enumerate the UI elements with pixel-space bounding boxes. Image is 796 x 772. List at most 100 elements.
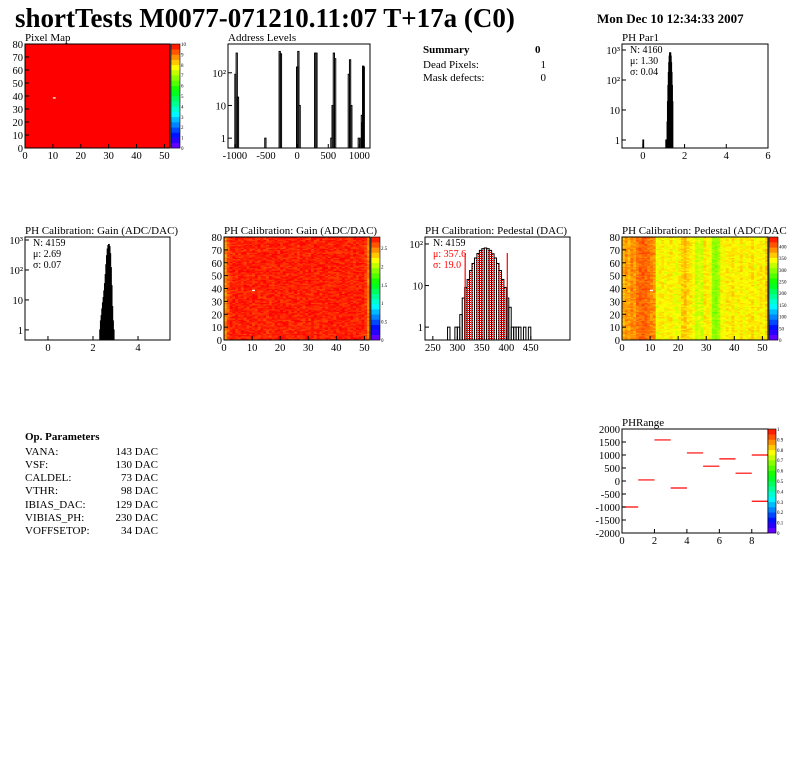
map-cell <box>319 291 323 293</box>
map-cell <box>313 296 317 298</box>
map-cell <box>271 269 275 271</box>
map-cell <box>358 318 362 320</box>
map-cell <box>319 296 323 298</box>
map-cell <box>367 282 371 284</box>
map-cell <box>243 323 247 325</box>
map-cell <box>336 289 340 292</box>
map-cell <box>325 333 329 336</box>
map-cell <box>361 303 365 306</box>
map-cell <box>622 294 626 297</box>
map-cell <box>302 337 306 340</box>
map-cell <box>277 267 281 270</box>
map-cell <box>355 312 360 315</box>
map-cell <box>288 244 292 247</box>
map-cell <box>246 333 250 336</box>
map-cell <box>291 334 295 337</box>
map-cell <box>305 311 309 314</box>
map-cell <box>291 262 295 265</box>
map-cell <box>316 303 320 306</box>
map-cell <box>282 323 287 325</box>
map-cell <box>271 325 275 328</box>
map-cell <box>280 289 284 292</box>
map-cell <box>226 303 230 306</box>
map-cell <box>240 306 244 309</box>
map-cell <box>294 257 298 260</box>
map-cell <box>330 246 334 248</box>
map-cell <box>291 320 295 323</box>
map-cell <box>630 287 634 289</box>
map-cell <box>358 303 362 306</box>
map-cell <box>367 270 371 273</box>
map-cell <box>622 238 626 240</box>
map-cell <box>266 337 270 340</box>
map-cell <box>257 282 261 284</box>
map-cell <box>271 309 275 311</box>
colorbar-swatch <box>171 96 180 102</box>
map-cell <box>238 237 242 239</box>
stats-entries: N: 4159 <box>433 238 466 249</box>
map-cell <box>327 267 331 270</box>
map-cell <box>297 294 301 297</box>
map-cell <box>229 247 233 249</box>
map-cell <box>254 305 258 307</box>
map-cell <box>333 293 337 296</box>
map-cell <box>254 274 258 276</box>
map-cell <box>254 289 258 292</box>
map-cell <box>333 302 337 305</box>
map-cell <box>282 316 287 319</box>
map-cell <box>627 292 631 294</box>
map-cell <box>330 243 334 246</box>
map-cell <box>333 258 337 261</box>
colorbar-swatch <box>371 273 380 279</box>
map-cell <box>282 315 287 318</box>
map-cell <box>313 298 317 301</box>
map-cell <box>280 332 284 334</box>
colorbar-label: 0 <box>381 339 384 344</box>
map-cell <box>294 242 298 244</box>
y-tick-label: 1 <box>221 134 226 145</box>
map-cell <box>313 253 317 256</box>
map-cell <box>311 262 315 265</box>
map-cell <box>266 332 270 334</box>
map-cell <box>274 242 278 244</box>
map-cell <box>353 275 357 278</box>
map-cell <box>274 264 278 266</box>
map-cell <box>238 289 242 292</box>
map-cell <box>274 336 278 338</box>
map-cell <box>263 337 267 340</box>
map-cell <box>288 319 292 321</box>
map-cell <box>358 278 362 280</box>
map-cell <box>297 302 301 305</box>
map-cell <box>336 283 340 285</box>
map-cell <box>325 297 329 300</box>
map-cell <box>305 284 309 287</box>
map-cell <box>302 269 306 271</box>
map-cell <box>322 244 326 247</box>
map-cell <box>297 244 301 247</box>
map-cell <box>319 328 323 330</box>
map-cell <box>260 258 264 261</box>
map-cell <box>226 256 230 258</box>
map-cell <box>627 333 631 336</box>
map-cell <box>288 261 292 264</box>
map-cell <box>235 264 239 266</box>
map-cell <box>226 252 230 255</box>
map-cell <box>249 293 253 296</box>
map-cell <box>358 319 362 321</box>
map-cell <box>263 283 267 285</box>
map-cell <box>282 327 287 329</box>
map-cell <box>294 316 298 319</box>
map-cell <box>288 327 292 329</box>
map-cell <box>327 333 331 336</box>
map-cell <box>288 240 292 243</box>
map-cell <box>627 324 631 327</box>
map-cell <box>277 240 281 243</box>
map-cell <box>364 266 368 269</box>
map-cell <box>288 300 292 302</box>
map-cell <box>271 270 275 273</box>
map-cell <box>288 258 292 261</box>
map-cell <box>364 283 368 285</box>
map-cell <box>263 261 267 264</box>
map-cell <box>282 312 287 315</box>
map-cell <box>291 258 295 261</box>
